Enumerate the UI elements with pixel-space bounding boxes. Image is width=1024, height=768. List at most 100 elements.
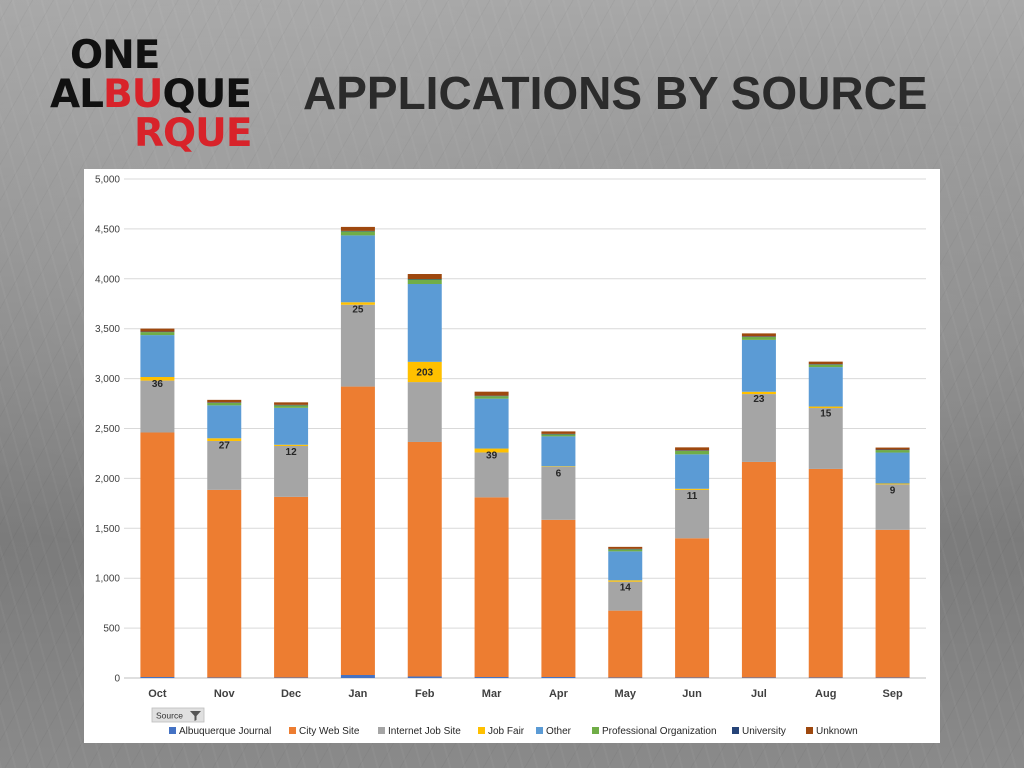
- bar-segment: [541, 436, 576, 467]
- data-label: 12: [286, 447, 298, 458]
- legend-label: Albuquerque Journal: [179, 726, 271, 737]
- bar-segment: [808, 361, 843, 365]
- one-albuquerque-logo: ONE ALBUQUE RQUE: [50, 36, 270, 153]
- x-tick-label: Dec: [281, 688, 301, 700]
- legend-item: Internet Job Site: [378, 726, 461, 737]
- x-tick-label: Jul: [751, 688, 767, 700]
- bar-segment: [140, 432, 175, 678]
- legend-item: Job Fair: [478, 726, 525, 737]
- bar-segment: [808, 367, 843, 407]
- bar-segment: [407, 382, 442, 442]
- data-label: 23: [753, 394, 765, 405]
- bar-segment: [407, 441, 442, 677]
- legend-swatch: [732, 727, 739, 734]
- y-tick-label: 3,500: [95, 324, 120, 335]
- bar-segment: [541, 519, 576, 678]
- source-filter-label: Source: [156, 711, 183, 721]
- y-tick-label: 1,000: [95, 574, 120, 585]
- bar-segment: [340, 304, 375, 387]
- bar-segment: [608, 551, 643, 581]
- bar-segment: [808, 408, 843, 469]
- bar-segment: [808, 364, 843, 368]
- bar-segment: [675, 538, 710, 678]
- bar-segment: [541, 466, 576, 467]
- legend-swatch: [169, 727, 176, 734]
- bar-segment: [207, 405, 242, 439]
- y-tick-label: 2,000: [95, 474, 120, 485]
- bar-segment: [340, 226, 375, 231]
- logo-line-2: ALBUQUE: [50, 75, 270, 114]
- y-tick-label: 2,500: [95, 424, 120, 435]
- bar-segment: [207, 440, 242, 490]
- bar-segment: [608, 581, 643, 611]
- bar-segment: [474, 398, 509, 449]
- source-filter-button[interactable]: Source: [151, 707, 205, 723]
- bar-segment: [875, 484, 910, 530]
- bar-segment: [274, 405, 309, 408]
- page-title: APPLICATIONS BY SOURCE: [303, 67, 928, 119]
- bar-segment: [140, 380, 175, 433]
- logo-bu: BU: [103, 72, 163, 117]
- bar-segment: [474, 677, 509, 678]
- bar-segment: [741, 394, 776, 462]
- bar-segment: [274, 402, 309, 405]
- bar-segment: [340, 675, 375, 678]
- x-tick-label: Oct: [148, 688, 167, 700]
- legend-item: Other: [536, 726, 572, 737]
- y-tick-label: 4,500: [95, 224, 120, 235]
- stacked-bar-chart: 0 500 1,000 1,500 2,000 2,500 3,000 3,500 4,000 4…: [95, 175, 926, 737]
- data-label: 11: [687, 491, 698, 502]
- bar-segment: [808, 406, 843, 409]
- bar-segment: [340, 231, 375, 236]
- logo-line-1: ONE: [70, 33, 160, 78]
- bar-segment: [474, 452, 509, 498]
- legend-label: City Web Site: [299, 726, 360, 737]
- y-tick-label: 0: [114, 674, 120, 685]
- bar-segment: [340, 235, 375, 303]
- bar-segment: [741, 339, 776, 392]
- bar-segment: [608, 546, 643, 549]
- legend-label: Job Fair: [488, 726, 525, 737]
- filter-icon: [190, 711, 201, 721]
- chart-panel: 0 500 1,000 1,500 2,000 2,500 3,000 3,500 4,000 4…: [84, 169, 940, 743]
- x-tick-label: May: [615, 688, 637, 700]
- data-label: 39: [486, 451, 498, 462]
- bar-segment: [474, 391, 509, 396]
- x-tick-label: Nov: [214, 688, 236, 700]
- bar-segment: [675, 454, 710, 489]
- bar-segment: [875, 529, 910, 678]
- bar-segment: [140, 332, 175, 336]
- legend-label: Unknown: [816, 726, 858, 737]
- y-tick-label: 1,500: [95, 524, 120, 535]
- bar-segment: [474, 396, 509, 399]
- bar-segment: [407, 283, 442, 362]
- y-tick-label: 4,000: [95, 274, 120, 285]
- bar-segment: [407, 676, 442, 678]
- logo-al: AL: [50, 72, 104, 117]
- data-label: 15: [820, 409, 832, 420]
- bar-segment: [407, 279, 442, 284]
- bar-segment: [675, 450, 710, 455]
- legend-swatch: [378, 727, 385, 734]
- bar-segment: [274, 445, 309, 497]
- bar-segment: [541, 466, 576, 520]
- bar-segment: [474, 448, 509, 453]
- bar-segment: [474, 497, 509, 678]
- data-label: 9: [890, 485, 896, 496]
- data-label: 14: [620, 582, 632, 593]
- logo-que: QUE: [162, 72, 251, 117]
- data-label: 27: [219, 440, 231, 451]
- bar-segment: [407, 274, 442, 279]
- gridlines: [124, 178, 926, 679]
- bar-segment: [741, 391, 776, 395]
- legend-item: City Web Site: [289, 726, 360, 737]
- bar-segment: [741, 336, 776, 340]
- bar-segment: [741, 461, 776, 678]
- bar-segment: [274, 444, 309, 446]
- bar-segment: [541, 677, 576, 678]
- x-tick-label: Jan: [348, 688, 367, 700]
- bar-segment: [675, 488, 710, 490]
- x-tick-label: Aug: [815, 688, 836, 700]
- legend-label: Other: [546, 726, 572, 737]
- bar-segment: [875, 483, 910, 485]
